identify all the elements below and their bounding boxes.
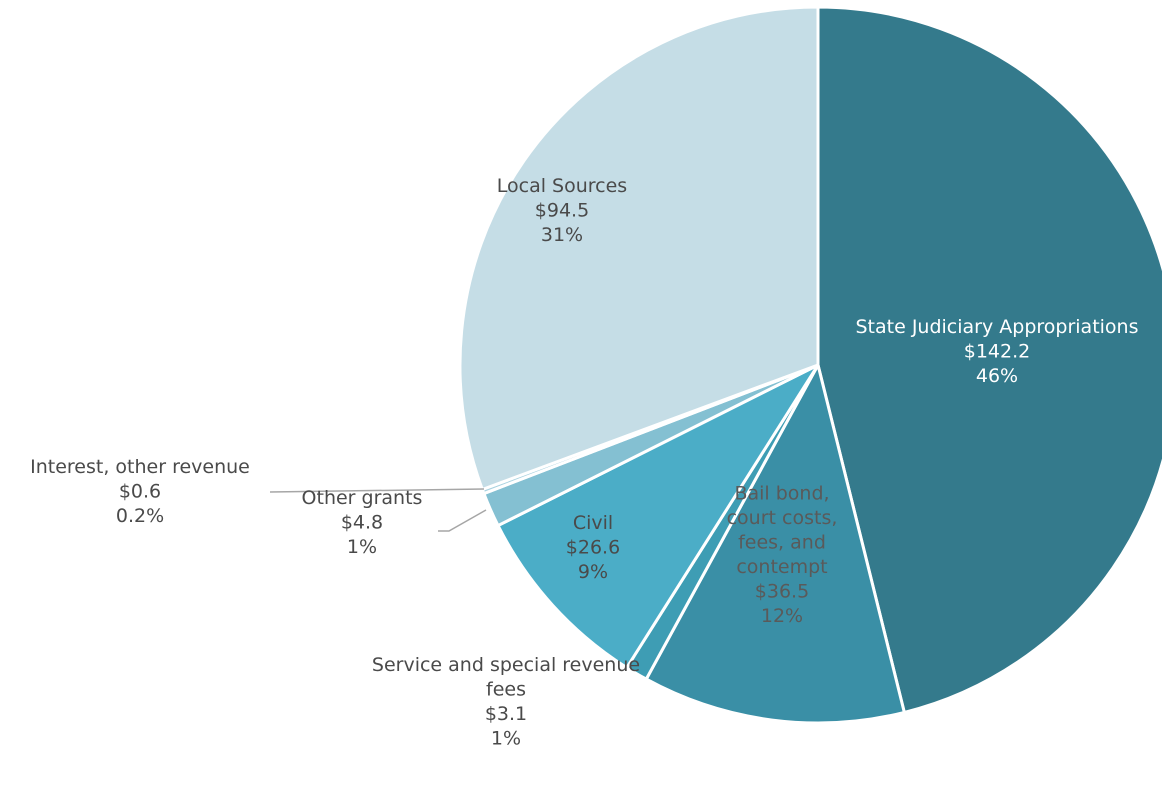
slice-label-line-text: State Judiciary Appropriations — [855, 316, 1138, 338]
data-label-local-sources: Local Sources $94.531% — [497, 175, 627, 246]
slice-percent-text: 31% — [541, 224, 583, 246]
slice-label-line-text: Local Sources — [497, 175, 627, 197]
slice-label-line-text: Bail bond, — [734, 482, 829, 504]
slice-percent-text: 9% — [578, 561, 608, 583]
slice-label-line-text: Other grants — [302, 487, 423, 509]
slice-value-text: $142.2 — [964, 341, 1030, 363]
data-label-state-judiciary-appropriations: State Judiciary Appropriations $142.246% — [855, 316, 1138, 387]
slice-value-text: $3.1 — [485, 703, 527, 725]
slice-label-line-text: contempt — [736, 556, 827, 578]
slice-label-line-text: fees — [486, 678, 526, 700]
data-label-other-grants: Other grants $4.81% — [302, 487, 423, 558]
slice-label-line-text: Service and special revenue — [372, 654, 640, 676]
pie-slice-bail-bond-court-costs-fees-and-contempt — [644, 363, 906, 725]
labels-layer: State Judiciary Appropriations $142.246% B… — [30, 175, 1138, 749]
data-label-civil: Civil $26.69% — [566, 512, 620, 583]
pie-slice-civil — [496, 363, 820, 670]
slice-label-line-text: Civil — [573, 512, 613, 534]
slice-percent-text: 1% — [491, 727, 521, 749]
slice-value-text: $36.5 — [755, 580, 809, 602]
leader-lines-layer — [269, 488, 487, 532]
pie-slice-state-judiciary-appropriations — [816, 5, 1162, 714]
slice-value-text: $26.6 — [566, 537, 620, 559]
slice-value-text: $94.5 — [535, 200, 589, 222]
slice-label-line-text: Interest, other revenue — [30, 456, 250, 478]
data-label-interest-other-revenue: Interest, other revenue $0.60.2% — [30, 456, 250, 527]
data-label-bail-bond-court-costs-fees-and-contempt: Bail bond, court costs,fees, and contempt$… — [727, 482, 838, 627]
slice-percent-text: 12% — [761, 605, 803, 627]
leader-line-other-grants — [438, 509, 487, 532]
slices-layer — [458, 5, 1162, 725]
pie-slice-local-sources — [458, 5, 820, 491]
slice-value-text: $0.6 — [119, 481, 161, 503]
slice-label-line-text: court costs, — [727, 507, 838, 529]
slice-value-text: $4.8 — [341, 512, 383, 534]
leader-line-interest-other-revenue — [269, 488, 485, 493]
slice-percent-text: 1% — [347, 536, 377, 558]
slice-label-line-text: fees, and — [738, 531, 826, 553]
slice-percent-text: 0.2% — [116, 505, 164, 527]
slice-percent-text: 46% — [976, 365, 1018, 387]
